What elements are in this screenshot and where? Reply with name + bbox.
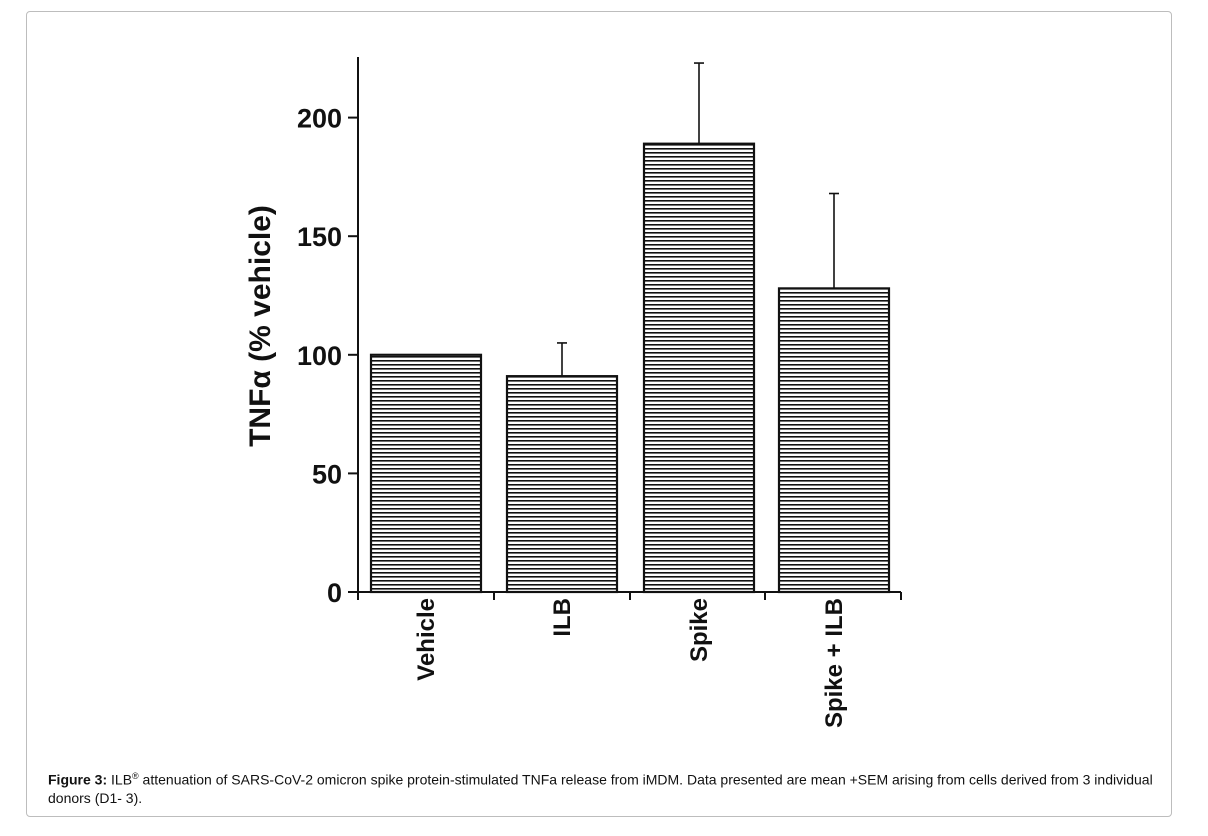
y-axis-title: TNFα (% vehicle) [244,205,277,447]
x-category-label: Vehicle [413,598,440,681]
caption-brand: ILB [111,771,133,788]
bar [777,287,891,594]
y-tick-label: 150 [297,222,342,252]
y-tick-label: 200 [297,104,342,134]
figure-caption: Figure 3: ILB® attenuation of SARS-CoV-2… [48,767,1158,807]
y-tick-label: 0 [327,578,342,608]
x-category-label: Spike + ILB [821,598,848,728]
bar-chart: 0 50 100 150 200 Vehicle ILB Spike Spike + ILB TN… [244,57,902,728]
y-tick-label: 50 [312,459,342,489]
caption-text: attenuation of SARS-CoV-2 omicron spike … [48,771,1153,806]
x-category-label: ILB [549,598,576,637]
bar [642,142,756,594]
bar [505,375,619,594]
y-tick-label: 100 [297,341,342,371]
x-category-label: Spike [686,598,713,662]
caption-brand-mark: ® [132,771,139,781]
caption-label: Figure 3: [48,771,108,788]
bar [369,353,483,594]
